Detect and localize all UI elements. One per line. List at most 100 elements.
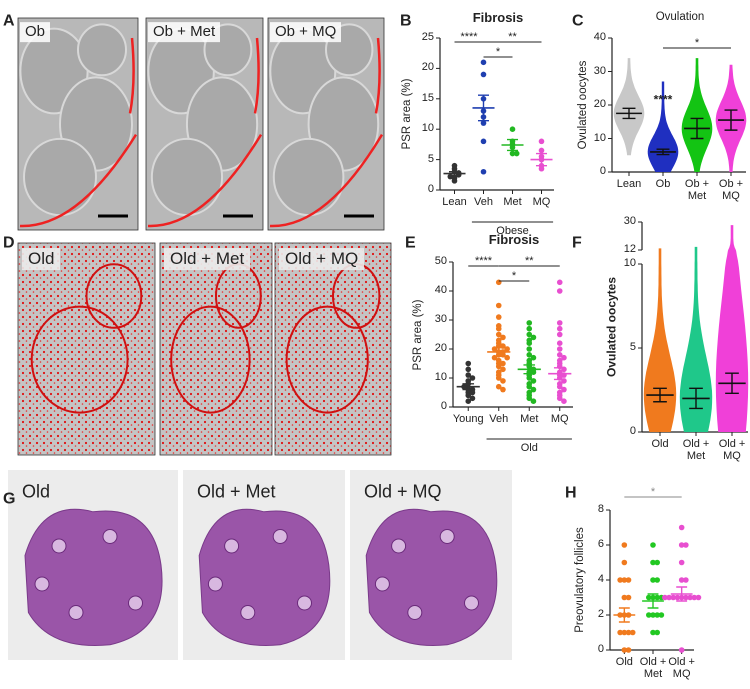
follicle bbox=[240, 605, 256, 620]
data-point bbox=[526, 320, 533, 326]
error-bar bbox=[653, 387, 667, 403]
error-bar bbox=[553, 367, 566, 381]
y-tick-label: 6 bbox=[597, 538, 604, 551]
y-tick-label: 50 bbox=[434, 255, 447, 268]
y-tick-label: 10 bbox=[421, 122, 434, 135]
data-point bbox=[629, 629, 636, 636]
data-point bbox=[678, 524, 685, 531]
x-tick-label: Lean bbox=[442, 196, 467, 208]
data-point bbox=[556, 352, 563, 358]
image-label: Old bbox=[22, 481, 51, 502]
data-point bbox=[695, 594, 702, 601]
follicle bbox=[207, 576, 223, 592]
data-point bbox=[538, 138, 545, 145]
error-bar bbox=[676, 586, 688, 602]
data-point bbox=[556, 331, 563, 338]
data-point bbox=[646, 612, 652, 618]
data-point bbox=[526, 325, 533, 332]
significance-label: ** bbox=[524, 255, 534, 268]
error-bar bbox=[656, 148, 670, 156]
follicle bbox=[150, 137, 224, 217]
data-point bbox=[495, 325, 502, 332]
error-bar bbox=[477, 94, 490, 122]
data-point bbox=[526, 375, 533, 381]
violin bbox=[681, 58, 713, 172]
follicle bbox=[68, 605, 84, 620]
data-point bbox=[495, 279, 502, 286]
error-bar bbox=[647, 593, 659, 609]
data-point bbox=[480, 138, 487, 145]
x-tick-label: Ob + Met bbox=[684, 178, 710, 202]
panel-letter: D bbox=[3, 234, 15, 252]
image-label: Ob + MQ bbox=[270, 22, 342, 42]
y-tick-label: 8 bbox=[597, 503, 604, 516]
violin bbox=[715, 225, 749, 432]
y-tick-label: 10 bbox=[434, 371, 447, 384]
x-tick-label: Old + Met bbox=[682, 438, 710, 462]
data-point bbox=[658, 612, 665, 618]
x-tick-label: Met bbox=[520, 413, 539, 425]
y-tick-label: 40 bbox=[434, 284, 447, 297]
error-bar bbox=[725, 372, 739, 395]
data-point bbox=[526, 383, 533, 390]
panel-letter: H bbox=[565, 484, 577, 502]
y-tick-label: 30 bbox=[434, 313, 447, 326]
y-tick-label: 20 bbox=[593, 98, 606, 111]
follicle bbox=[439, 529, 455, 544]
panel-letter: F bbox=[572, 234, 582, 252]
significance-label: **** bbox=[474, 255, 493, 268]
data-point bbox=[509, 126, 516, 132]
data-point bbox=[654, 577, 660, 583]
x-tick-label: Met bbox=[503, 196, 522, 208]
follicle bbox=[374, 576, 390, 592]
image-label: Old + Met bbox=[197, 481, 276, 502]
data-point bbox=[500, 378, 506, 384]
follicle bbox=[391, 538, 407, 554]
follicle bbox=[272, 137, 345, 217]
data-point bbox=[465, 366, 472, 373]
data-point bbox=[556, 383, 563, 390]
data-point bbox=[504, 354, 510, 361]
y-tick-label: 25 bbox=[421, 31, 434, 44]
data-point bbox=[495, 314, 502, 320]
x-tick-label: Old + MQ bbox=[668, 656, 695, 680]
data-point bbox=[504, 346, 510, 352]
y-tick-label: 5 bbox=[427, 152, 434, 165]
violin bbox=[643, 248, 677, 432]
data-point bbox=[691, 594, 698, 601]
x-tick-label: MQ bbox=[550, 413, 569, 425]
y-tick-label: 30 bbox=[593, 64, 606, 77]
x-tick-label: Ob bbox=[655, 178, 671, 190]
x-tick-label: Ob + MQ bbox=[718, 178, 744, 202]
follicle bbox=[23, 137, 97, 217]
data-point bbox=[465, 360, 472, 367]
y-tick-label: 0 bbox=[629, 425, 636, 438]
error-bar bbox=[448, 171, 461, 177]
data-point bbox=[621, 594, 628, 601]
data-point bbox=[495, 302, 502, 309]
data-point bbox=[650, 629, 656, 636]
data-point bbox=[650, 577, 656, 583]
follicle bbox=[128, 595, 143, 611]
data-point bbox=[556, 395, 563, 402]
data-point bbox=[621, 542, 628, 548]
significance-label: **** bbox=[460, 31, 478, 44]
data-point bbox=[465, 378, 472, 384]
data-point bbox=[646, 594, 652, 601]
data-point bbox=[654, 629, 660, 636]
significance-label: ** bbox=[508, 31, 517, 44]
x-tick-label: Veh bbox=[474, 196, 493, 208]
image-label: Old + Met bbox=[164, 248, 251, 270]
data-point bbox=[480, 120, 487, 126]
y-tick-label: 2 bbox=[597, 608, 604, 621]
data-point bbox=[625, 594, 632, 601]
data-point bbox=[674, 594, 681, 601]
error-bar bbox=[622, 107, 636, 120]
data-point bbox=[538, 147, 545, 154]
data-point bbox=[526, 346, 533, 352]
data-point bbox=[469, 395, 476, 402]
error-bar bbox=[689, 387, 703, 410]
y-axis-label: PSR area (%) bbox=[411, 299, 424, 370]
y-tick-label: 12 bbox=[623, 243, 636, 256]
panel-letter: A bbox=[3, 12, 15, 30]
